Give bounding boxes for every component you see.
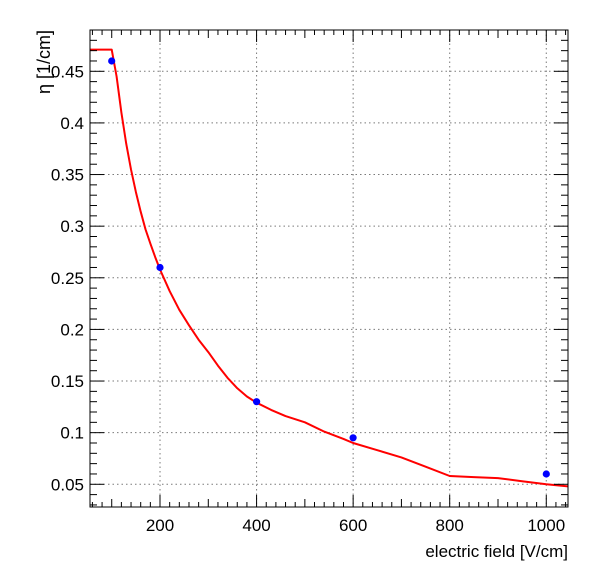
- y-tick-label: 0.35: [51, 166, 84, 185]
- data-point: [108, 57, 116, 65]
- plot-frame: [89, 29, 569, 508]
- data-point: [349, 434, 357, 442]
- y-tick-label: 0.15: [51, 372, 84, 391]
- y-tick-label: 0.3: [60, 217, 84, 236]
- tick-label-layer: 200 400 600 800 1000 0.05 0.1 0.15 0.2 0.25 0.3 0.3…: [51, 62, 565, 535]
- series-layer: [90, 48, 569, 488]
- x-tick-label: 800: [436, 516, 464, 535]
- y-tick-label: 0.1: [60, 424, 84, 443]
- data-point: [253, 398, 261, 406]
- x-axis-title: electric field [V/cm]: [425, 542, 568, 561]
- y-tick-label: 0.25: [51, 269, 84, 288]
- data-point: [542, 470, 550, 478]
- x-tick-label: 600: [339, 516, 367, 535]
- x-tick-label: 400: [242, 516, 270, 535]
- y-tick-label: 0.4: [60, 114, 84, 133]
- y-tick-label: 0.45: [51, 62, 84, 81]
- y-axis-title: η [1/cm]: [34, 30, 54, 94]
- x-tick-label: 1000: [527, 516, 565, 535]
- y-tick-label: 0.2: [60, 320, 84, 339]
- y-tick-label: 0.05: [51, 475, 84, 494]
- fit-curve: [90, 48, 569, 488]
- tick-layer: [90, 30, 568, 507]
- x-tick-label: 200: [146, 516, 174, 535]
- data-point: [156, 263, 164, 272]
